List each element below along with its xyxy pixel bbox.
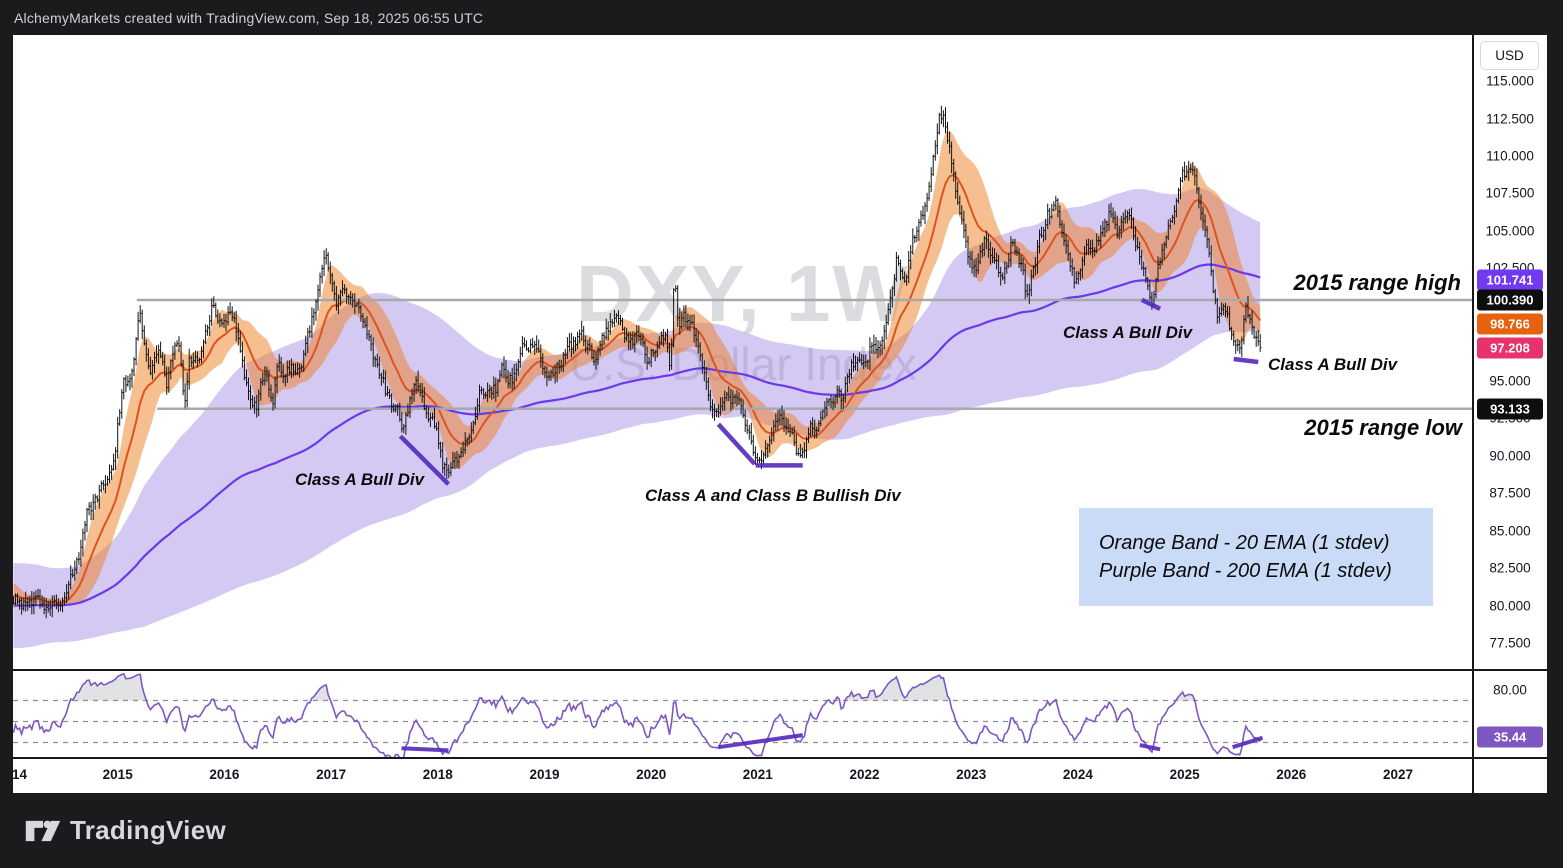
range-low-annotation: 2015 range low	[1304, 415, 1462, 440]
year-tick: 2023	[956, 767, 987, 782]
year-tick: 2022	[849, 767, 880, 782]
price-tick: 87.500	[1489, 485, 1531, 501]
divergence-trendline[interactable]	[1233, 356, 1259, 365]
price-tick: 85.000	[1489, 523, 1531, 539]
currency-toggle-button[interactable]: USD	[1480, 41, 1539, 70]
year-tick: 14	[11, 767, 28, 782]
ema200-line[interactable]	[13, 263, 1261, 607]
bull-div-annotation-2024: Class A Bull Div	[1063, 323, 1193, 342]
range-high-annotation: 2015 range high	[1293, 270, 1461, 295]
year-tick: 2027	[1382, 767, 1414, 782]
price-axis-border	[1472, 35, 1474, 793]
bands-legend: Orange Band - 20 EMA (1 stdev) Purple Ba…	[1079, 508, 1433, 606]
legend-purple-band: Purple Band - 200 EMA (1 stdev)	[1099, 560, 1392, 582]
price-tick: 77.500	[1489, 635, 1531, 651]
year-tick: 2018	[422, 767, 453, 782]
ema20-price-label: 98.766	[1477, 313, 1543, 335]
price-tick: 110.000	[1486, 148, 1534, 164]
year-tick: 2019	[529, 767, 560, 782]
year-tick: 2017	[316, 767, 347, 782]
range-low-price-label: 93.133	[1477, 398, 1543, 420]
bull-div-annotation-2025: Class A Bull Div	[1268, 355, 1398, 374]
ema200-band	[13, 188, 1261, 649]
bull-div-annotation-2018: Class A Bull Div	[295, 470, 425, 489]
year-tick: 2026	[1276, 767, 1307, 782]
price-tick: 115.000	[1486, 73, 1534, 89]
bull-div-annotation-2021: Class A and Class B Bullish Div	[645, 486, 901, 505]
range-high-price-label: 100.390	[1477, 289, 1543, 311]
header-bar: AlchemyMarkets created with TradingView.…	[0, 0, 1563, 35]
time-axis-border	[13, 757, 1547, 759]
divergence-trendline[interactable]	[398, 434, 450, 486]
year-tick: 2024	[1062, 767, 1093, 782]
ohlc-bars[interactable]	[13, 105, 1262, 619]
ema20-band	[13, 130, 1261, 609]
price-tick: 112.500	[1486, 111, 1534, 126]
year-tick: 2025	[1169, 767, 1200, 782]
tradingview-logo-text[interactable]: TradingView	[70, 815, 226, 845]
rsi-divergence-trendline[interactable]	[718, 733, 803, 750]
price-tick: 82.500	[1489, 560, 1531, 576]
divergence-trendline[interactable]	[1140, 297, 1162, 311]
year-tick: 2021	[742, 767, 773, 782]
right-frame	[1547, 35, 1563, 793]
price-tick: 95.000	[1489, 373, 1531, 389]
rsi-line[interactable]	[13, 672, 1261, 758]
rsi-panel-canvas[interactable]	[13, 670, 1473, 758]
tradingview-logo-icon[interactable]	[25, 816, 61, 846]
rsi-divergence-trendline[interactable]	[1232, 735, 1264, 750]
rsi-overbought-fill	[13, 673, 1261, 701]
credit-text: AlchemyMarkets created with TradingView.…	[14, 9, 484, 26]
price-tick: 90.000	[1489, 448, 1531, 464]
price-tick: 80.000	[1489, 598, 1531, 613]
ema200-price-label: 101.741	[1477, 269, 1543, 291]
price-tick: 107.500	[1485, 185, 1535, 201]
year-tick: 2020	[636, 767, 667, 782]
rsi-tick: 80.00	[1493, 682, 1527, 698]
price-tick: 105.000	[1485, 223, 1535, 239]
divergence-trendline[interactable]	[716, 422, 757, 466]
year-tick: 2015	[102, 767, 133, 782]
panel-separator[interactable]	[13, 669, 1547, 671]
rsi-divergence-trendline[interactable]	[401, 746, 449, 753]
last-price-label: 97.208	[1477, 337, 1543, 359]
price-chart-canvas[interactable]	[13, 35, 1473, 670]
rsi-divergence-trendline[interactable]	[1139, 743, 1161, 752]
rsi-value-label: 35.44	[1477, 726, 1543, 748]
footer-bar: TradingView	[0, 793, 1563, 868]
legend-orange-band: Orange Band - 20 EMA (1 stdev)	[1099, 532, 1390, 554]
year-tick: 2016	[209, 767, 240, 782]
left-frame	[0, 35, 13, 793]
